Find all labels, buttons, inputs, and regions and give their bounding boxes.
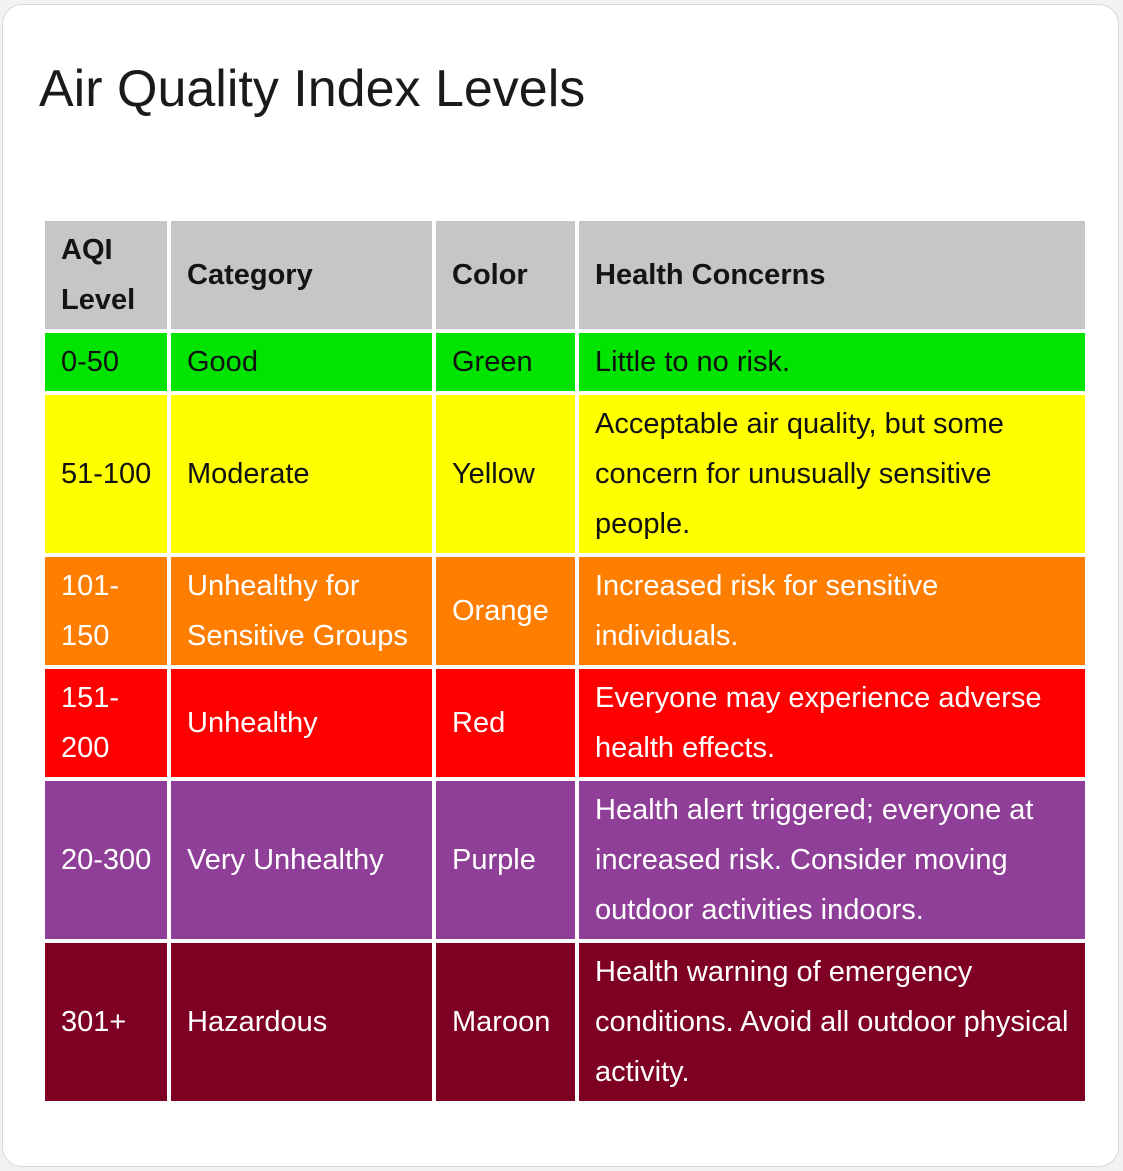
cell-category: Unhealthy [171,669,432,777]
cell-color: Purple [436,781,575,939]
table-row-good: 0-50 Good Green Little to no risk. [45,333,1085,391]
cell-color: Green [436,333,575,391]
cell-health-concerns: Increased risk for sensitive individuals… [579,557,1085,665]
page-title: Air Quality Index Levels [39,60,586,118]
table-row-moderate: 51-100 Moderate Yellow Acceptable air qu… [45,395,1085,553]
cell-color: Orange [436,557,575,665]
header-health-concerns: Health Concerns [579,221,1085,329]
cell-aqi-level: 51-100 [45,395,167,553]
table-row-hazardous: 301+ Hazardous Maroon Health warning of … [45,943,1085,1101]
table-row-unhealthy: 151-200 Unhealthy Red Everyone may exper… [45,669,1085,777]
cell-health-concerns: Health warning of emergency conditions. … [579,943,1085,1101]
cell-aqi-level: 0-50 [45,333,167,391]
table-row-very-unhealthy: 20-300 Very Unhealthy Purple Health aler… [45,781,1085,939]
cell-health-concerns: Little to no risk. [579,333,1085,391]
cell-color: Maroon [436,943,575,1101]
header-color: Color [436,221,575,329]
cell-aqi-level: 301+ [45,943,167,1101]
cell-category: Moderate [171,395,432,553]
cell-category: Hazardous [171,943,432,1101]
cell-category: Good [171,333,432,391]
cell-category: Very Unhealthy [171,781,432,939]
aqi-card: Air Quality Index Levels AQI Level Categ… [2,4,1119,1167]
cell-aqi-level: 20-300 [45,781,167,939]
cell-health-concerns: Acceptable air quality, but some concern… [579,395,1085,553]
cell-health-concerns: Health alert triggered; everyone at incr… [579,781,1085,939]
table-header-row: AQI Level Category Color Health Concerns [45,221,1085,329]
cell-color: Yellow [436,395,575,553]
cell-color: Red [436,669,575,777]
cell-category: Unhealthy for Sensitive Groups [171,557,432,665]
header-category: Category [171,221,432,329]
cell-aqi-level: 151-200 [45,669,167,777]
header-aqi-level: AQI Level [45,221,167,329]
aqi-table: AQI Level Category Color Health Concerns… [41,217,1089,1105]
cell-aqi-level: 101-150 [45,557,167,665]
cell-health-concerns: Everyone may experience adverse health e… [579,669,1085,777]
table-row-unhealthy-sensitive: 101-150 Unhealthy for Sensitive Groups O… [45,557,1085,665]
